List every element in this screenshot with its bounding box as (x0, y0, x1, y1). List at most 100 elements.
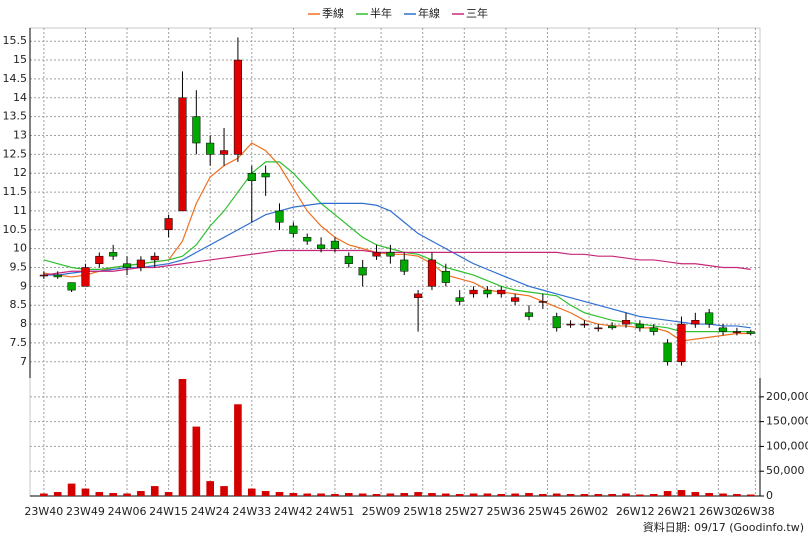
candle-body (53, 274, 62, 278)
candle-body (483, 289, 492, 295)
y2-tick-label: 0 (766, 489, 773, 502)
volume-bar (497, 494, 506, 496)
candle-body (344, 255, 353, 264)
x-tick-label: 24W51 (315, 505, 354, 518)
candle-body (441, 271, 450, 283)
y-tick-label: 9.5 (10, 260, 28, 273)
candle-body (497, 289, 506, 295)
x-tick-label: 26W02 (570, 505, 609, 518)
volume-bar (622, 493, 630, 496)
volume-bar (40, 493, 48, 496)
volume-bar (206, 481, 215, 496)
candle-body (178, 97, 187, 212)
volume-bar (247, 488, 256, 496)
volume-bar (525, 493, 533, 496)
candle-body (621, 320, 631, 325)
volume-bar (150, 486, 159, 496)
candle-body (400, 259, 409, 272)
x-tick-label: 24W33 (232, 505, 271, 518)
x-tick-label: 23W40 (24, 505, 63, 518)
candle-body (718, 327, 728, 332)
volume-bar (53, 492, 62, 496)
volume-bar (137, 491, 145, 496)
y2-tick-label: 150,000 (766, 415, 808, 428)
volume-bar (81, 488, 90, 496)
candle-body (594, 327, 603, 330)
volume-bar (289, 493, 298, 496)
x-tick-label: 25W09 (362, 505, 401, 518)
y-tick-label: 10.5 (3, 223, 28, 236)
candle-body (164, 218, 173, 231)
candle-body (95, 255, 104, 264)
candle-body (469, 289, 478, 295)
candle-body (649, 327, 658, 332)
volume-bar (123, 493, 131, 496)
candle-body (372, 252, 381, 257)
volume-bar (331, 494, 339, 496)
legend-label: 年線 (418, 6, 440, 20)
candle-body (192, 116, 201, 144)
x-tick-label: 25W36 (486, 505, 525, 518)
x-tick-label: 25W18 (403, 505, 442, 518)
volume-bar (344, 493, 353, 496)
legend: 季線 半年 年線 三年 (308, 6, 488, 20)
y-tick-label: 9 (20, 279, 27, 292)
candle-body (122, 263, 132, 268)
y-tick-label: 7 (20, 355, 27, 368)
volume-bar (164, 492, 173, 496)
y2-tick-label: 100,000 (766, 439, 808, 452)
volume-bar (746, 494, 755, 496)
candle-body (109, 252, 118, 257)
y-tick-label: 8 (20, 317, 27, 330)
x-tick-label: 26W30 (699, 505, 738, 518)
candle-body (580, 323, 589, 326)
candle-body (289, 225, 298, 234)
candle-body (608, 325, 617, 329)
x-tick-label: 24W06 (108, 505, 147, 518)
y-tick-label: 13.5 (3, 110, 28, 123)
volume-bar (580, 494, 589, 496)
candle-body (358, 267, 367, 276)
ma-line (43, 161, 751, 333)
y-tick-label: 12 (13, 166, 27, 179)
x-tick-label: 26W38 (736, 505, 775, 518)
volume-bar (261, 491, 270, 496)
x-tick-label: 23W49 (66, 505, 105, 518)
candle-body (552, 316, 561, 329)
volume-bar (358, 493, 367, 496)
y-tick-label: 14 (13, 91, 27, 104)
candle-body (206, 142, 215, 155)
candle-body (705, 312, 714, 325)
volume-bar (733, 494, 741, 496)
y-tick-label: 15.5 (3, 34, 28, 47)
candle-body (511, 297, 520, 302)
volume-bar (95, 492, 104, 496)
candle-body (67, 282, 76, 291)
volume-bar (636, 494, 644, 496)
volume-bar (275, 492, 284, 496)
volume-bar (386, 493, 395, 496)
x-tick-label: 26W12 (616, 505, 655, 518)
volume-bar (400, 493, 409, 496)
volume-bar (608, 494, 616, 496)
ma-line (43, 249, 751, 276)
volume-bar (483, 493, 492, 496)
candle-body (247, 172, 256, 181)
candle-body (677, 323, 686, 363)
volume-bar (109, 493, 117, 496)
volume-bar (455, 494, 464, 496)
candle-body (317, 244, 326, 249)
x-tick-label: 24W42 (274, 505, 313, 518)
x-tick-label: 25W45 (528, 505, 567, 518)
volume-bar (234, 404, 242, 496)
legend-label: 半年 (370, 6, 392, 20)
volume-bar (414, 492, 422, 496)
candle-body (81, 267, 90, 287)
x-tick-label: 24W15 (149, 505, 188, 518)
volume-bar (372, 494, 381, 496)
volume-bar (317, 493, 325, 496)
y-tick-label: 10 (13, 242, 27, 255)
y-tick-label: 7.5 (10, 336, 28, 349)
y-tick-label: 15 (13, 53, 27, 66)
